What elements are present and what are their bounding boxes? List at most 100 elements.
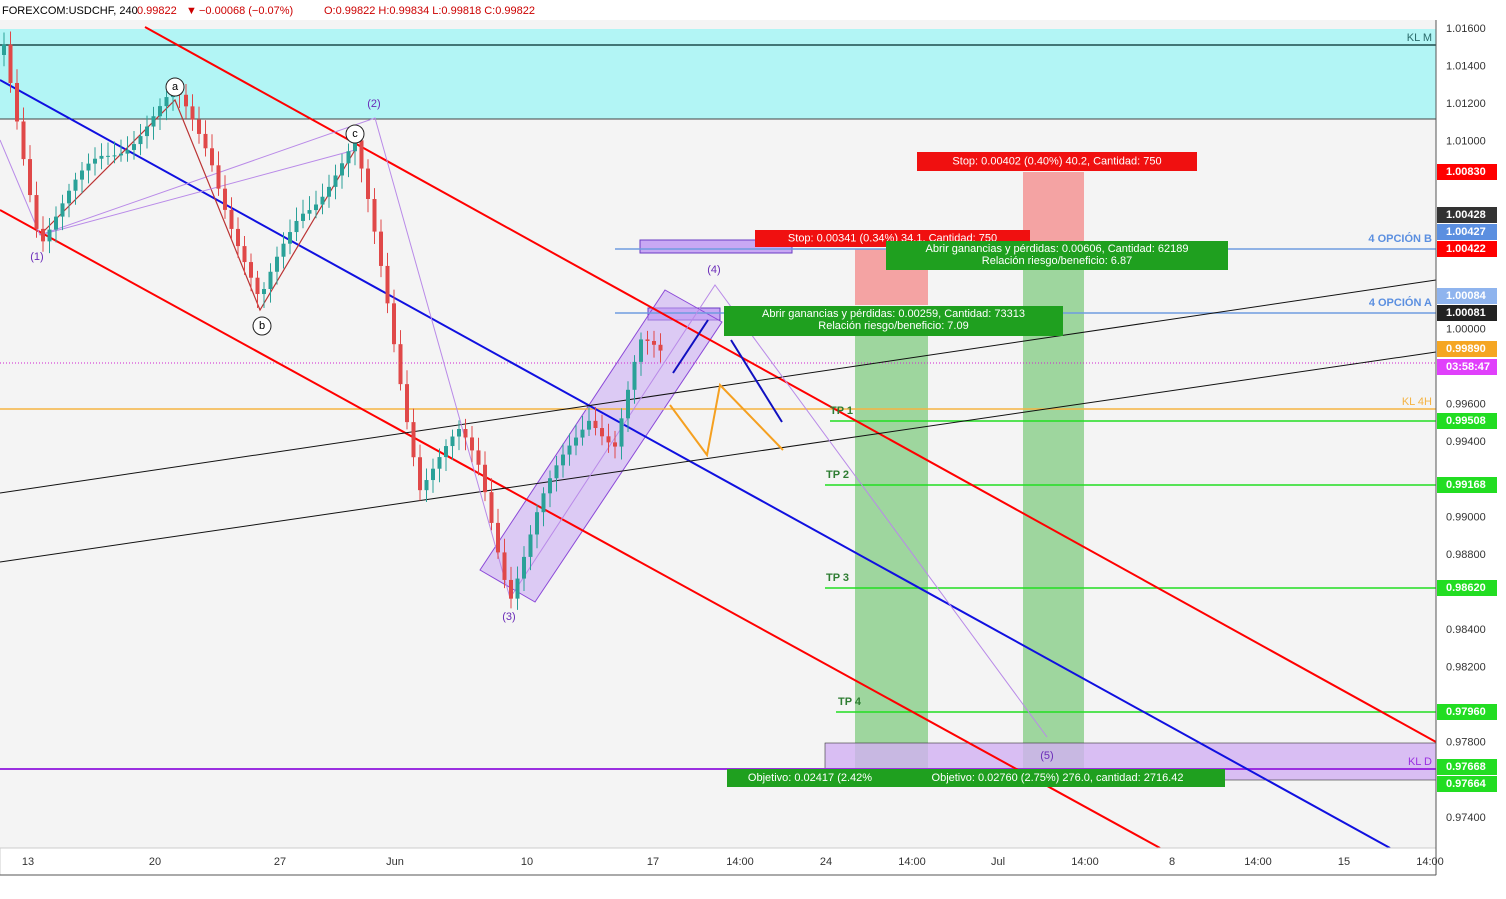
candle	[658, 344, 663, 351]
candle	[535, 512, 539, 535]
kl-m-zone	[0, 29, 1436, 119]
candle	[112, 155, 117, 157]
candle	[567, 445, 572, 455]
candle	[606, 436, 611, 443]
candle	[327, 186, 331, 197]
candle	[476, 450, 481, 465]
candle	[320, 196, 325, 205]
price-marker	[1437, 704, 1497, 720]
candle	[190, 106, 195, 120]
price-marker	[1437, 164, 1497, 180]
candle	[379, 231, 383, 266]
stop-zone	[1023, 172, 1084, 249]
position-box	[886, 241, 1228, 270]
candle	[41, 228, 45, 242]
candle	[288, 232, 292, 244]
candle	[34, 195, 39, 229]
position-text: Relación riesgo/beneficio: 6.87	[982, 255, 1132, 267]
candle	[223, 188, 227, 210]
price-tick: 1.01200	[1446, 98, 1486, 110]
candle	[372, 199, 377, 232]
candle	[314, 204, 318, 211]
price-marker-label: 0.97960	[1446, 706, 1486, 718]
candle	[437, 457, 442, 469]
candle	[509, 579, 513, 599]
candle	[424, 480, 429, 491]
candle	[418, 457, 422, 491]
price-tick: 1.01000	[1446, 136, 1486, 148]
level-label: KL M	[1407, 32, 1432, 44]
candle	[125, 149, 130, 154]
candle	[2, 44, 6, 55]
candle	[613, 442, 617, 447]
candle	[554, 465, 559, 479]
tp-label: TP 2	[826, 469, 849, 481]
candle	[203, 133, 208, 149]
time-tick: 14:00	[898, 856, 926, 868]
time-tick: 14:00	[1244, 856, 1272, 868]
price-marker-label: 1.00427	[1446, 226, 1486, 238]
price-tick: 0.97400	[1446, 812, 1486, 824]
price-marker-label: 1.00830	[1446, 166, 1486, 178]
wave-label: a	[172, 81, 179, 93]
change: −0.00068 (−0.07%)	[199, 5, 293, 17]
candle	[593, 420, 598, 429]
candle	[444, 446, 448, 458]
candle	[210, 148, 214, 166]
candle	[119, 153, 123, 156]
abc-path	[39, 98, 356, 312]
price-marker-label: 1.00081	[1446, 307, 1486, 319]
candle	[73, 179, 78, 191]
price-marker-label: 03:58:47	[1446, 361, 1490, 373]
trend-line	[0, 279, 1437, 494]
wave-label: b	[259, 320, 265, 332]
candle	[151, 116, 156, 127]
candle	[158, 106, 162, 117]
wave-label: (1)	[30, 251, 43, 263]
plot-bg	[0, 20, 1436, 848]
candle	[47, 229, 52, 242]
candle	[86, 163, 91, 171]
time-tick: 14:00	[726, 856, 754, 868]
candle	[80, 170, 84, 180]
price-tick: 0.98800	[1446, 549, 1486, 561]
candle	[359, 140, 364, 169]
position-text: Relación riesgo/beneficio: 7.09	[818, 320, 968, 332]
candle	[528, 534, 533, 557]
candle	[502, 552, 507, 580]
position-text: Abrir ganancias y pérdidas: 0.00606, Can…	[926, 243, 1189, 255]
candle	[8, 44, 13, 83]
candle	[21, 121, 26, 160]
position-text: Stop: 0.00402 (0.40%) 40.2, Cantidad: 75…	[952, 155, 1161, 167]
ohlc: O:0.99822 H:0.99834 L:0.99818 C:0.99822	[324, 5, 535, 17]
candle	[340, 163, 344, 176]
candle	[346, 151, 351, 164]
time-tick: 8	[1169, 856, 1175, 868]
level-label: KL D	[1408, 756, 1432, 768]
wave-label: (5)	[1040, 750, 1053, 762]
candle	[93, 158, 97, 164]
price-marker	[1437, 776, 1497, 792]
tp-label: TP 1	[830, 405, 853, 417]
candle	[294, 220, 299, 233]
candle	[281, 243, 286, 257]
candle	[15, 82, 19, 122]
channel-line	[0, 209, 1161, 849]
time-tick: 10	[521, 856, 533, 868]
wave-circle	[345, 124, 365, 144]
price-axis	[1436, 20, 1506, 875]
arrow	[672, 319, 709, 374]
candle	[652, 341, 656, 345]
candle	[574, 437, 578, 446]
time-axis	[0, 847, 1437, 876]
time-tick: 15	[1338, 856, 1350, 868]
candle	[645, 339, 650, 342]
candle	[249, 262, 253, 278]
candle	[405, 384, 409, 423]
candle	[275, 256, 279, 272]
price-marker	[1437, 413, 1497, 429]
symbol: FOREXCOM:USDCHF, 240	[2, 5, 138, 17]
time-tick: Jun	[386, 856, 404, 868]
